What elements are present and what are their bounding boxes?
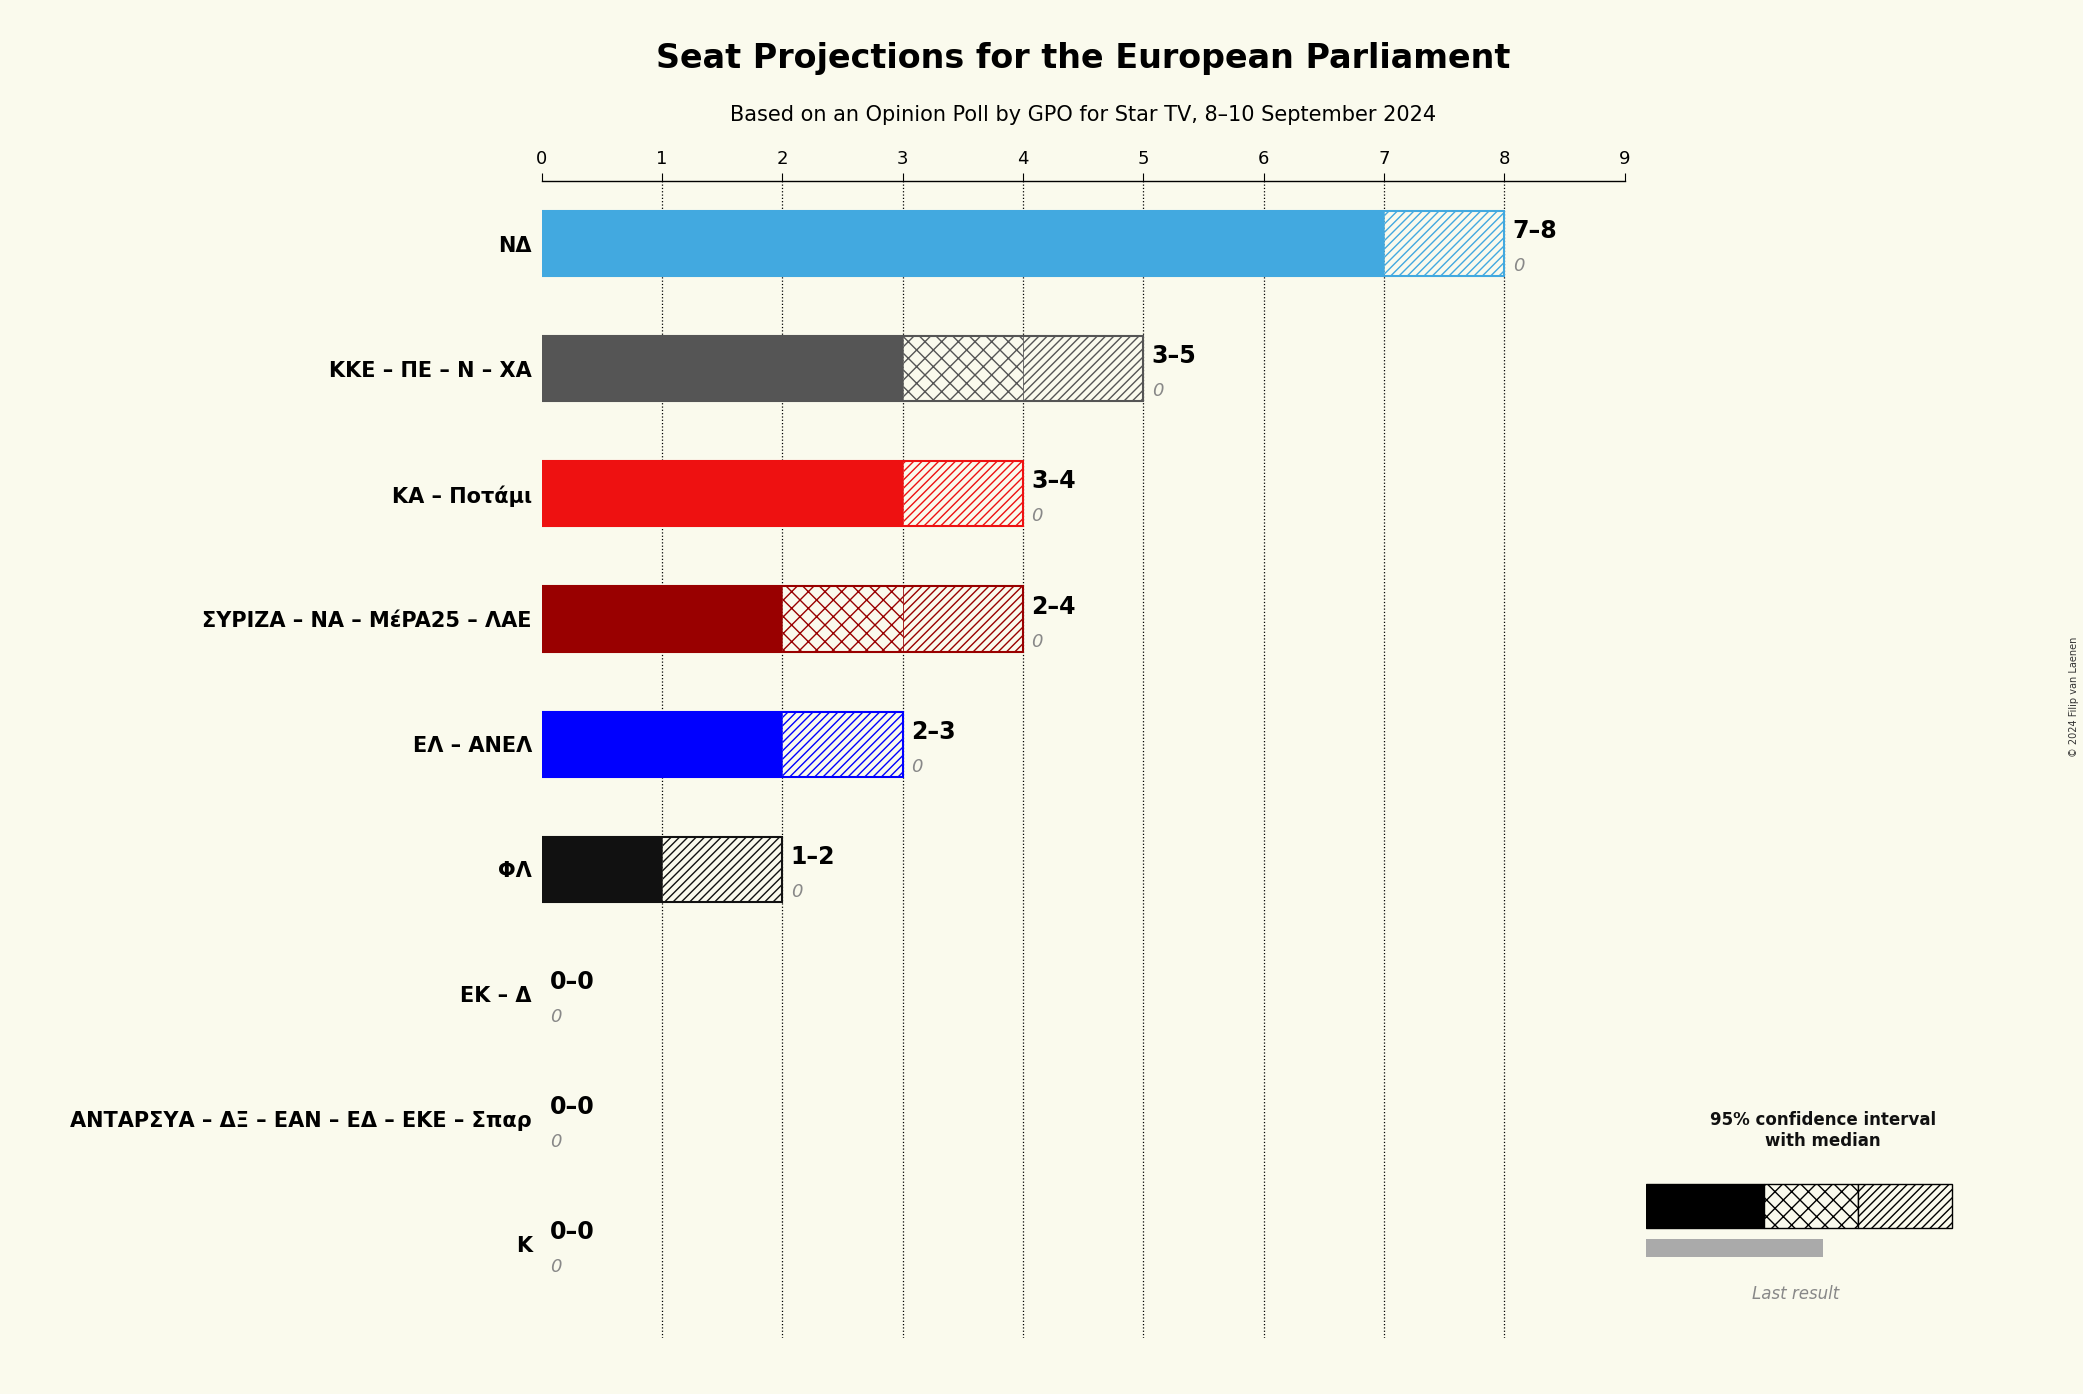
Text: Seat Projections for the European Parliament: Seat Projections for the European Parlia… <box>656 42 1510 75</box>
Text: 7–8: 7–8 <box>1512 219 1558 244</box>
Text: 95% confidence interval
with median: 95% confidence interval with median <box>1710 1111 1935 1150</box>
Text: © 2024 Filip van Laenen: © 2024 Filip van Laenen <box>2068 637 2079 757</box>
Text: 0: 0 <box>1031 507 1044 526</box>
Bar <box>542 336 1144 401</box>
Text: 3–4: 3–4 <box>1031 470 1077 493</box>
Text: 2–3: 2–3 <box>910 719 956 743</box>
Bar <box>542 711 902 776</box>
Text: 0–0: 0–0 <box>550 970 596 994</box>
Bar <box>542 587 1023 651</box>
Bar <box>1646 1239 1823 1256</box>
Bar <box>783 711 902 776</box>
Bar <box>542 461 902 527</box>
Text: 0: 0 <box>550 1257 562 1276</box>
Bar <box>902 461 1023 527</box>
Bar <box>542 461 1023 527</box>
Bar <box>1646 1184 1764 1228</box>
Bar <box>542 212 1504 276</box>
Text: 0: 0 <box>910 757 923 775</box>
Text: 0: 0 <box>1152 382 1162 400</box>
Bar <box>542 836 662 902</box>
Text: 0: 0 <box>1512 258 1525 275</box>
Text: 0: 0 <box>550 1008 562 1026</box>
Text: 1–2: 1–2 <box>792 845 835 868</box>
Text: 0: 0 <box>1031 633 1044 651</box>
Bar <box>902 587 1023 651</box>
Bar <box>542 836 783 902</box>
Text: 3–5: 3–5 <box>1152 344 1196 368</box>
Text: 0: 0 <box>792 882 802 901</box>
Text: 0–0: 0–0 <box>550 1094 596 1119</box>
Bar <box>1764 1184 1858 1228</box>
Bar <box>783 587 902 651</box>
Text: 0: 0 <box>550 1133 562 1151</box>
Bar <box>902 336 1023 401</box>
Text: 2–4: 2–4 <box>1031 594 1077 619</box>
Bar <box>542 336 902 401</box>
Bar <box>1023 336 1144 401</box>
Text: Based on an Opinion Poll by GPO for Star TV, 8–10 September 2024: Based on an Opinion Poll by GPO for Star… <box>731 105 1435 124</box>
Bar <box>542 587 783 651</box>
Bar <box>542 711 783 776</box>
Bar <box>1383 212 1504 276</box>
Text: Last result: Last result <box>1752 1285 1839 1303</box>
Bar <box>542 212 1383 276</box>
Text: 0–0: 0–0 <box>550 1220 596 1243</box>
Bar <box>1858 1184 1952 1228</box>
Bar <box>662 836 783 902</box>
